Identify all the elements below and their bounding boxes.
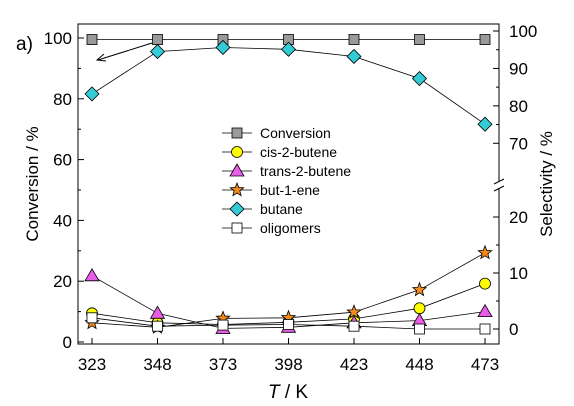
- x-axis: 323 348 373 398 423 448 473: [78, 338, 499, 374]
- legend-marker: [231, 222, 243, 234]
- data-point: [479, 323, 491, 335]
- data-point: [346, 48, 362, 65]
- break-slash: [493, 185, 505, 192]
- arrow-annotation: [95, 42, 153, 62]
- series-Conversion: [86, 34, 491, 45]
- right-y-axis: 70 80 90 100 0 10 20: [493, 22, 537, 339]
- x-tick-label: 348: [143, 355, 171, 374]
- data-point: [149, 305, 166, 319]
- data-point: [414, 323, 425, 335]
- data-point: [346, 304, 362, 319]
- series-group: [84, 34, 493, 335]
- break-slash: [493, 178, 505, 185]
- x-tick-label: 448: [405, 355, 433, 374]
- series-butane: [84, 39, 493, 132]
- x-axis-title: T / K: [268, 382, 308, 403]
- right-y-axis-title: Selectivity / %: [537, 131, 556, 237]
- legend-label: butane: [260, 201, 303, 217]
- legend-marker: [231, 127, 243, 139]
- data-point: [152, 320, 163, 332]
- x-tick-label: 323: [78, 355, 106, 374]
- right-y-tick-label: 10: [509, 264, 528, 283]
- legend-item: but-1-ene: [222, 181, 320, 198]
- x-tick-label: 423: [340, 355, 368, 374]
- data-point: [86, 34, 98, 45]
- data-point: [413, 302, 426, 315]
- data-point: [477, 303, 493, 318]
- right-y-tick-label: 80: [509, 97, 528, 116]
- axis-break-mark: [493, 178, 505, 192]
- left-y-axis-title: Conversion / %: [23, 126, 42, 241]
- data-point: [348, 320, 360, 332]
- data-point: [479, 34, 491, 45]
- x-tick-label: 473: [471, 355, 499, 374]
- left-y-tick-label: 0: [63, 333, 72, 352]
- legend-item: Conversion: [222, 125, 331, 141]
- data-point: [152, 34, 163, 45]
- series-line: [91, 47, 486, 125]
- left-y-tick-label: 20: [53, 272, 72, 291]
- legend-label: but-1-ene: [260, 182, 320, 198]
- series-oligomers: [86, 312, 491, 335]
- right-y-tick-label: 100: [509, 22, 537, 41]
- data-point: [477, 116, 493, 132]
- data-point: [149, 44, 166, 60]
- legend-item: butane: [222, 201, 303, 217]
- data-point: [84, 86, 100, 102]
- data-point: [215, 39, 231, 56]
- data-point: [411, 281, 428, 297]
- data-point: [283, 319, 294, 330]
- legend: Conversion cis-2-butene trans-2-butene but-…: [222, 125, 351, 236]
- legend-marker: [229, 163, 245, 177]
- data-point: [479, 277, 491, 290]
- right-y-tick-label: 70: [509, 134, 528, 153]
- left-y-axis: 0 20 40 60 80 100: [44, 29, 84, 352]
- x-tick-label: 398: [274, 355, 302, 374]
- right-y-tick-label: 0: [509, 320, 518, 339]
- panel-label: a): [16, 34, 33, 55]
- data-point: [84, 268, 100, 282]
- right-y-tick-label: 20: [509, 208, 528, 227]
- legend-item: oligomers: [222, 220, 321, 236]
- legend-label: trans-2-butene: [260, 163, 351, 179]
- break-gap: [495, 181, 503, 189]
- right-y-tick-label: 90: [509, 59, 528, 78]
- x-tick-label: 373: [209, 355, 237, 374]
- data-point: [411, 70, 428, 87]
- legend-label: Conversion: [260, 125, 331, 141]
- legend-marker: [231, 146, 243, 158]
- data-point: [348, 34, 360, 45]
- legend-marker: [229, 201, 245, 217]
- legend-label: cis-2-butene: [260, 144, 337, 160]
- data-point: [414, 34, 425, 45]
- data-point: [280, 41, 297, 57]
- left-y-tick-label: 40: [53, 211, 72, 230]
- left-y-tick-label: 60: [53, 151, 72, 170]
- data-point: [477, 244, 493, 260]
- data-point: [217, 319, 229, 331]
- data-point: [86, 312, 98, 324]
- left-y-tick-label: 100: [44, 29, 72, 48]
- legend-marker: [229, 181, 245, 197]
- legend-item: trans-2-butene: [222, 163, 351, 179]
- legend-item: cis-2-butene: [222, 144, 337, 160]
- legend-label: oligomers: [260, 220, 321, 236]
- left-y-tick-label: 80: [53, 90, 72, 109]
